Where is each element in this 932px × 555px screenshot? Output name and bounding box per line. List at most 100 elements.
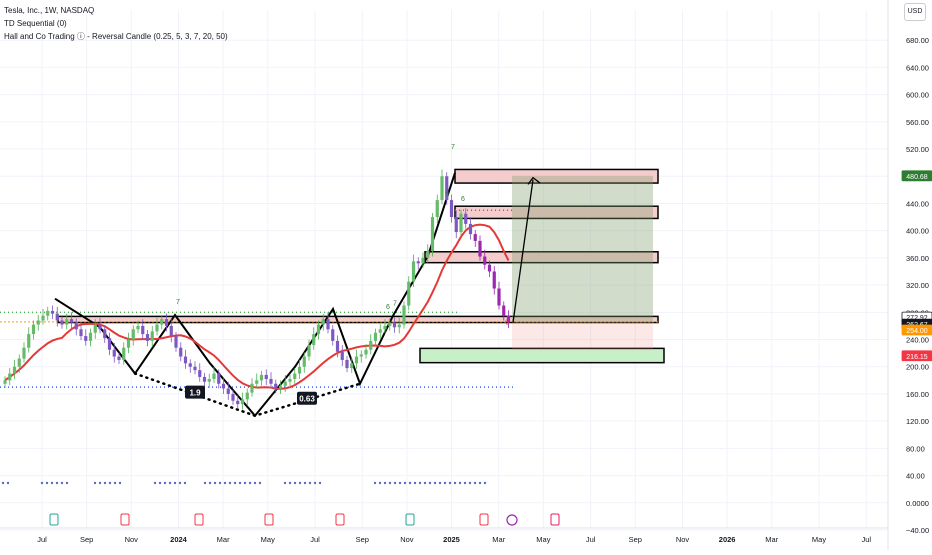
candle-body bbox=[117, 356, 121, 360]
signal-dot bbox=[308, 481, 312, 485]
event-icon bbox=[506, 514, 518, 526]
candle-body bbox=[397, 324, 401, 328]
signal-dot bbox=[383, 481, 387, 485]
signal-dot bbox=[413, 481, 417, 485]
currency-button[interactable]: USD bbox=[904, 3, 926, 21]
candle-body bbox=[259, 374, 264, 381]
candle-body bbox=[478, 240, 482, 257]
event-icon bbox=[335, 513, 345, 526]
neckline-dots bbox=[133, 372, 362, 418]
candle-body bbox=[430, 217, 435, 252]
price-tick-label: 560.00 bbox=[906, 118, 929, 127]
symbol-line[interactable]: Tesla, Inc., 1W, NASDAQ bbox=[4, 6, 95, 15]
reversal-candle-label[interactable]: Hall and Co Trading ⓘ - Reversal Candle … bbox=[4, 32, 228, 41]
signal-dot bbox=[233, 481, 237, 485]
signal-dot bbox=[398, 481, 402, 485]
candle-body bbox=[326, 319, 330, 330]
signal-dot bbox=[248, 481, 252, 485]
time-tick-label: 2025 bbox=[443, 535, 460, 544]
signal-dot bbox=[253, 481, 257, 485]
td-count-label: 7 bbox=[393, 301, 397, 308]
candle-body bbox=[22, 347, 26, 359]
signal-dot bbox=[98, 481, 102, 485]
candle-body bbox=[74, 322, 78, 330]
price-tick-label: 680.00 bbox=[906, 36, 929, 45]
price-zone bbox=[454, 168, 659, 184]
time-tick-label: Mar bbox=[765, 535, 778, 544]
time-tick-label: Jul bbox=[310, 535, 320, 544]
td-count-label: 6 bbox=[386, 304, 390, 311]
price-label: 272.92 bbox=[906, 315, 928, 322]
event-icon bbox=[120, 513, 130, 526]
pattern-label-bg bbox=[297, 391, 317, 405]
candle-body bbox=[487, 264, 492, 272]
candle-body bbox=[145, 334, 150, 341]
price-tick-label: 440.00 bbox=[906, 199, 929, 208]
zones-layer bbox=[57, 168, 665, 364]
signal-dot bbox=[313, 481, 317, 485]
signal-dot bbox=[55, 481, 59, 485]
signal-dot bbox=[228, 481, 232, 485]
signal-dot bbox=[93, 481, 97, 485]
candle-body bbox=[302, 356, 306, 367]
signal-dot bbox=[473, 481, 477, 485]
signal-dot bbox=[178, 481, 182, 485]
candle-body bbox=[473, 234, 477, 241]
signal-dot bbox=[103, 481, 107, 485]
candle-body bbox=[364, 349, 368, 355]
candle-body bbox=[464, 213, 468, 224]
candle-body bbox=[93, 324, 97, 333]
candle-body bbox=[164, 319, 169, 326]
candle-body bbox=[454, 217, 458, 233]
time-axis[interactable]: Jul Sep Nov 2024 Mar May Jul Sep Nov 2025 Mar May Ju… bbox=[0, 527, 888, 544]
time-tick-label: May bbox=[812, 535, 826, 544]
signal-dot bbox=[243, 481, 247, 485]
time-tick-label: Sep bbox=[80, 535, 93, 544]
candle-body bbox=[107, 338, 112, 350]
event-icon bbox=[194, 513, 204, 526]
signal-dot bbox=[40, 481, 44, 485]
candle-body bbox=[217, 373, 221, 384]
candle-body bbox=[79, 329, 83, 337]
candle-body bbox=[459, 213, 463, 233]
candle-body bbox=[31, 324, 36, 335]
candle-body bbox=[174, 336, 178, 348]
candle-body bbox=[297, 366, 302, 374]
td-sequential-label[interactable]: TD Sequential (0) bbox=[4, 19, 67, 28]
signal-dot bbox=[293, 481, 297, 485]
candle-body bbox=[131, 329, 135, 340]
candle-body bbox=[492, 271, 496, 289]
pattern-label-bg bbox=[185, 385, 205, 399]
td-count-label: 6 bbox=[461, 196, 465, 203]
candle-body bbox=[440, 176, 444, 201]
time-tick-label: Sep bbox=[356, 535, 369, 544]
candle-body bbox=[169, 325, 173, 337]
td-count-label: 7 bbox=[451, 144, 455, 151]
candle-body bbox=[250, 383, 254, 393]
price-axis[interactable]: −40.00 0.0000 40.00 80.00 120.00 160.00 200.00… bbox=[887, 0, 932, 550]
signal-dot bbox=[1, 481, 5, 485]
signal-dot bbox=[108, 481, 112, 485]
price-tick-label: 40.00 bbox=[906, 472, 925, 481]
candle-body bbox=[46, 310, 50, 316]
candle-body bbox=[321, 319, 325, 325]
candle-body bbox=[354, 356, 359, 364]
candle-body bbox=[312, 334, 316, 345]
candle-body bbox=[183, 356, 188, 364]
candle-body bbox=[421, 257, 425, 264]
projection-target-box bbox=[512, 175, 653, 323]
candle-body bbox=[316, 324, 321, 335]
price-tick-label: 200.00 bbox=[906, 363, 929, 372]
signal-dot bbox=[223, 481, 227, 485]
candle-body bbox=[8, 373, 12, 381]
candles-layer bbox=[3, 169, 511, 410]
signal-dot bbox=[218, 481, 222, 485]
price-zone bbox=[419, 347, 665, 364]
candle-body bbox=[411, 261, 416, 282]
signal-dot bbox=[463, 481, 467, 485]
candle-body bbox=[240, 399, 245, 405]
signal-dot bbox=[393, 481, 397, 485]
signal-dot bbox=[318, 481, 322, 485]
